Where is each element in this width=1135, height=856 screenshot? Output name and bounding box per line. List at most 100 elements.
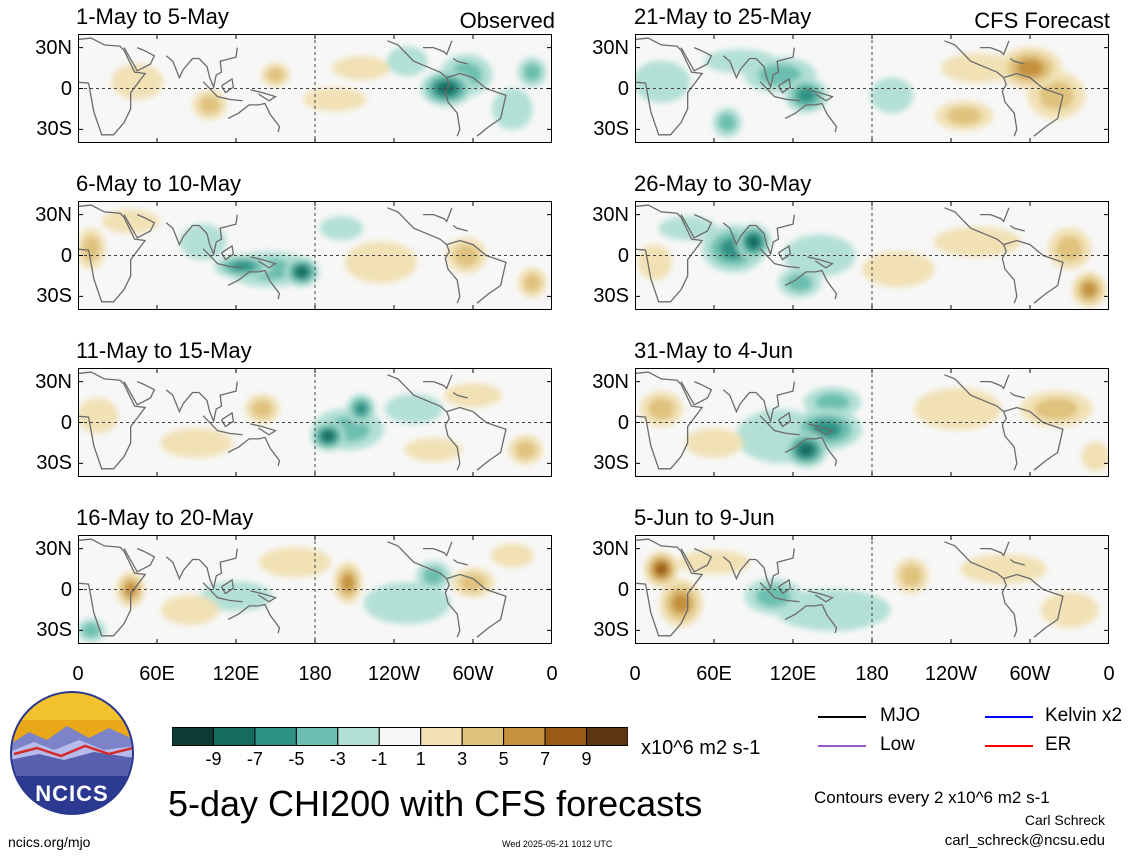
anomaly-blob [266, 67, 285, 83]
y-tick-label: 30S [36, 285, 72, 308]
y-tick-label: 30S [36, 452, 72, 475]
y-tick-label: 30S [593, 118, 629, 141]
anomaly-blob [199, 581, 273, 612]
anomaly-blob [354, 402, 368, 416]
anomaly-blob [302, 87, 367, 112]
y-tick-label: 30N [592, 36, 629, 59]
contour-note: Contours every 2 x10^6 m2 s-1 [814, 788, 1050, 807]
coastline [722, 389, 757, 414]
anomaly-blob [322, 431, 334, 442]
anomaly-blob [810, 420, 842, 439]
anomaly-blob [319, 216, 364, 241]
anomaly-blob [160, 427, 233, 458]
anomaly-blob [490, 543, 535, 568]
anomaly-blob [230, 261, 255, 272]
coastline [722, 556, 757, 581]
x-tick-label: 120E [212, 663, 260, 685]
coastline [979, 374, 1010, 390]
colorbar-label: -3 [329, 749, 346, 769]
coastline [78, 37, 147, 136]
anomaly-blob [815, 393, 850, 412]
coastline [755, 47, 795, 90]
coastline [1009, 224, 1025, 232]
anomaly-blob [423, 566, 444, 585]
anomaly-blob [259, 547, 332, 578]
anomaly-blob [82, 236, 100, 262]
coastline [1009, 391, 1025, 399]
coastline [784, 102, 838, 133]
legend-line-kelvin [985, 716, 1033, 718]
coastline [452, 224, 468, 232]
panel-title-2: 6-May to 10-May [76, 171, 242, 196]
y-tick-label: 0 [60, 578, 72, 601]
coastline [635, 204, 704, 303]
coastline [755, 214, 795, 257]
site-url[interactable]: ncics.org/mjo [8, 834, 91, 850]
coastline [784, 603, 838, 634]
coastline [807, 89, 835, 102]
panel-title-7: 31-May to 4-Jun [634, 338, 793, 363]
coastline [759, 248, 800, 269]
panel-title-8: 5-Jun to 9-Jun [634, 505, 775, 530]
anomaly-blob [386, 46, 428, 77]
anomaly-blob [758, 64, 802, 86]
colorbar-label: -7 [246, 749, 263, 769]
y-tick-label: 30S [593, 285, 629, 308]
anomaly-blob [251, 399, 273, 418]
coastline [1003, 573, 1064, 638]
coastline [220, 578, 235, 595]
x-tick-label: 120W [924, 663, 978, 685]
colorbar-box [295, 727, 339, 746]
y-tick-label: 30N [592, 537, 629, 560]
legend-label-mjo: MJO [880, 705, 921, 726]
anomaly-blob [384, 393, 443, 424]
anomaly-blob [1034, 398, 1079, 420]
coastline [777, 411, 792, 428]
map-panel-7 [635, 368, 1109, 477]
coastline [202, 81, 243, 102]
y-tick-label: 30N [35, 537, 72, 560]
anomaly-blob [798, 443, 814, 456]
colorbar-label: 5 [498, 749, 509, 769]
coastline [78, 538, 147, 637]
legend-label-low: Low [880, 734, 915, 755]
coastline [198, 548, 238, 591]
anomaly-blob [492, 87, 533, 130]
anomaly-blob [1038, 80, 1074, 110]
coastline [202, 248, 243, 269]
anomaly-blob [946, 106, 982, 125]
anomaly-blob [1081, 281, 1097, 298]
coastline [1009, 558, 1025, 566]
anomaly-blob [296, 266, 308, 277]
x-tick-label: 0 [629, 663, 641, 685]
coastline [446, 573, 507, 638]
coastline [979, 207, 1010, 223]
coastline [78, 371, 147, 470]
colorbar-label: -9 [205, 749, 222, 769]
coastline [452, 558, 468, 566]
x-tick-label: 180 [855, 663, 889, 685]
coastline [123, 381, 156, 406]
y-tick-label: 30S [593, 619, 629, 642]
coastline [387, 374, 461, 471]
x-tick-label: 0 [72, 663, 84, 685]
map-panel-4 [78, 535, 552, 644]
colorbar-box [503, 727, 546, 746]
coastline [807, 590, 835, 603]
panel-title-1: 1-May to 5-May [76, 4, 229, 29]
anomaly-blob [648, 398, 675, 420]
colorbar-label: 3 [457, 749, 468, 769]
map-panel-2 [78, 201, 552, 310]
legend-line-er [985, 745, 1033, 747]
anomaly-blob [901, 565, 922, 587]
author-email: carl_schreck@ncsu.edu [944, 832, 1105, 849]
anomaly-blob [459, 573, 487, 592]
coastline [165, 389, 200, 414]
coastline [979, 541, 1010, 557]
anomaly-blob [78, 397, 119, 434]
coastline [807, 423, 835, 436]
coastline [777, 77, 792, 94]
map-panel-6 [635, 201, 1109, 310]
legend-label-kelvin: Kelvin x2 [1045, 705, 1123, 726]
coastline [227, 436, 281, 467]
